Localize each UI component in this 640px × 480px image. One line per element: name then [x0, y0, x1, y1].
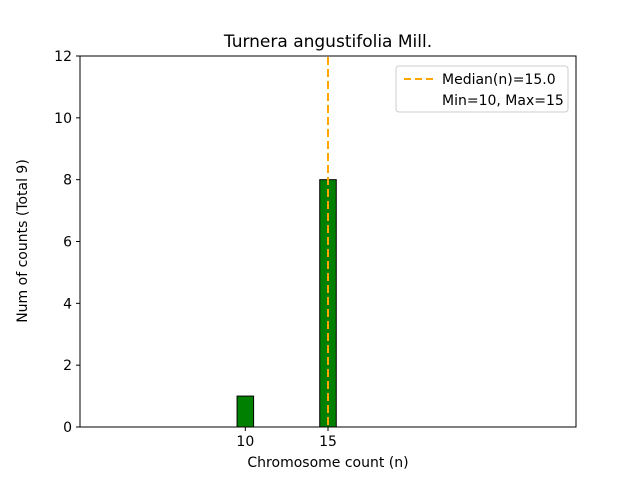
y-tick-label-10: 10: [54, 111, 72, 127]
chart-title: Turnera angustifolia Mill.: [223, 32, 432, 52]
ticks-layer: 0 2 4 6 8 10 12 10 15: [54, 49, 337, 450]
x-tick-label-15: 15: [319, 434, 337, 450]
y-tick-label-0: 0: [63, 420, 72, 436]
y-tick-label-12: 12: [54, 49, 72, 65]
x-tick-label-10: 10: [236, 434, 254, 450]
legend-box: [395, 65, 569, 113]
y-tick-label-6: 6: [63, 235, 72, 251]
bar-10: [236, 395, 255, 428]
x-axis-label: Chromosome count (n): [247, 455, 408, 471]
y-tick-label-8: 8: [63, 173, 72, 189]
y-tick-label-4: 4: [63, 296, 72, 312]
legend-entry-median: Median(n)=15.0: [442, 72, 556, 88]
legend: Median(n)=15.0 Min=10, Max=15: [395, 65, 569, 113]
y-tick-label-2: 2: [63, 358, 72, 374]
legend-entry-minmax: Min=10, Max=15: [442, 93, 564, 109]
y-axis-label: Num of counts (Total 9): [15, 159, 31, 323]
